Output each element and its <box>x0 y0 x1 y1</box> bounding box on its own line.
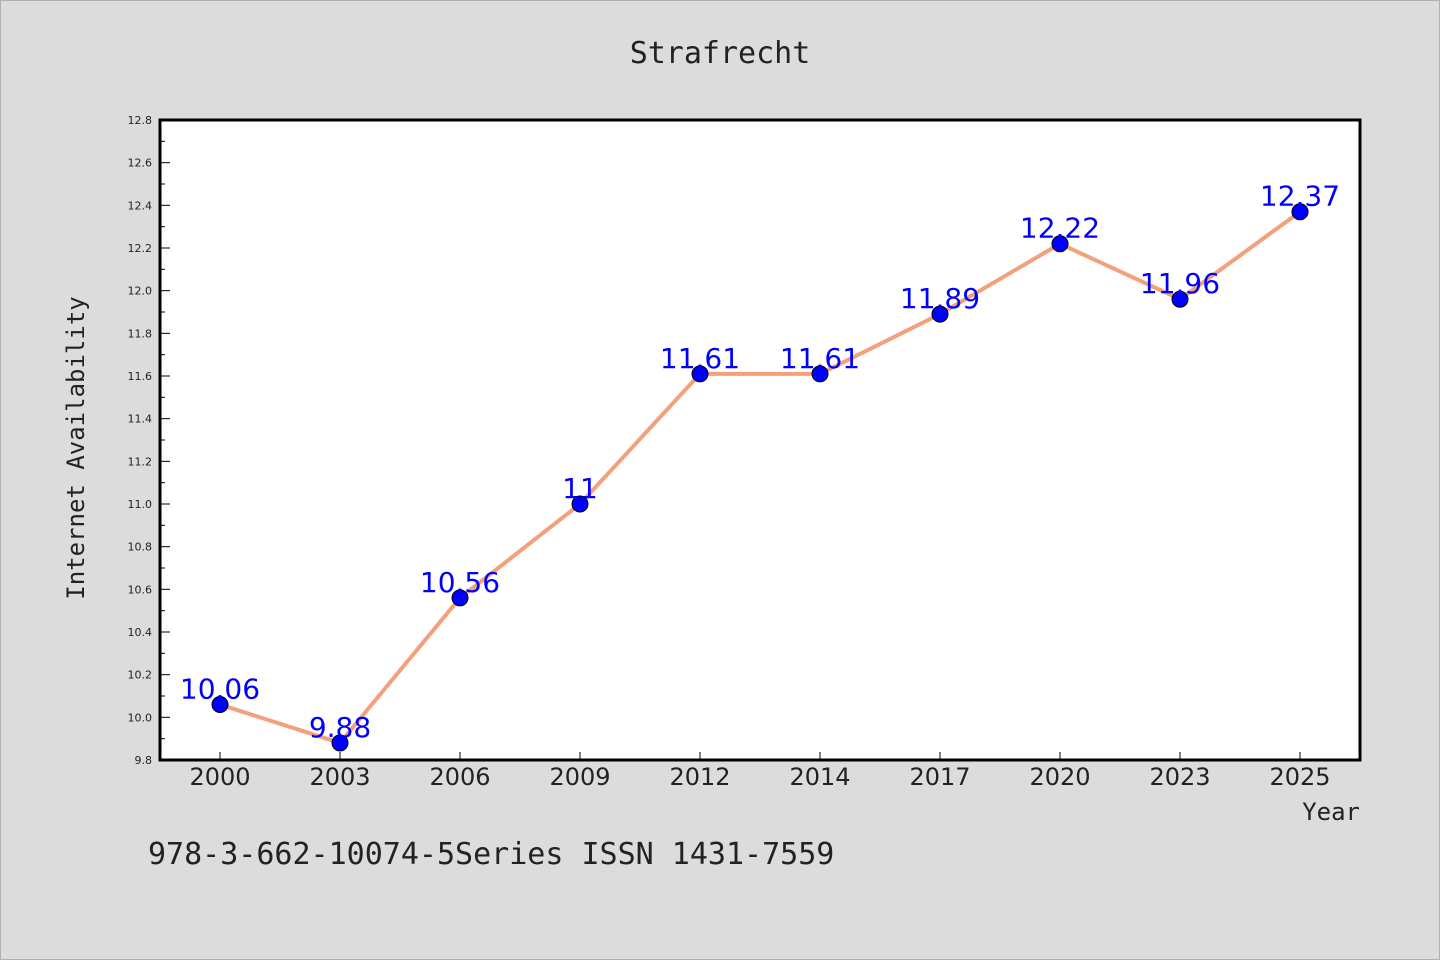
y-tick-label: 11.8 <box>128 327 153 340</box>
x-tick-label: 2012 <box>669 763 730 791</box>
data-point <box>1171 290 1189 308</box>
y-tick-label: 10.6 <box>128 583 153 596</box>
x-tick-label: 2017 <box>909 763 970 791</box>
chart-title: Strafrecht <box>630 36 811 71</box>
y-tick-label: 11.2 <box>128 455 153 468</box>
data-point <box>331 734 349 752</box>
x-tick-label: 2023 <box>1149 763 1210 791</box>
data-point <box>571 495 589 513</box>
series-line <box>219 210 1302 745</box>
x-tick-label: 2003 <box>309 763 370 791</box>
data-point <box>451 589 469 607</box>
data-point <box>1291 203 1309 221</box>
y-axis: 9.8 10.0 10.2 10.4 10.6 10.8 11.0 11.2 11.4 11.6 1… <box>128 114 170 767</box>
y-tick-label: 12.4 <box>128 199 153 212</box>
x-tick-label: 2020 <box>1029 763 1090 791</box>
data-label: 12.22 <box>1020 212 1100 245</box>
data-point <box>211 696 229 714</box>
y-tick-label: 11.6 <box>128 370 153 383</box>
data-label: 11.96 <box>1140 267 1220 300</box>
y-tick-label: 12.0 <box>128 285 153 298</box>
data-label: 10.06 <box>180 673 260 706</box>
y-tick-label: 10.8 <box>128 541 153 554</box>
series: 10.06 9.88 10.56 11 11.61 11.61 11.89 12.22 11.9… <box>180 180 1340 752</box>
y-tick-label: 10.0 <box>128 711 153 724</box>
data-label: 10.56 <box>420 566 500 599</box>
data-label: 11.89 <box>900 282 980 315</box>
y-tick-label: 11.4 <box>128 413 153 426</box>
x-axis: 2000 2003 2006 2009 2012 2014 2017 2020 2023 2025 <box>189 752 1331 791</box>
data-point <box>811 365 829 383</box>
data-label: 12.37 <box>1260 180 1340 213</box>
y-tick-label: 10.2 <box>128 669 153 682</box>
y-tick-label: 12.6 <box>128 157 153 170</box>
data-label: 11.61 <box>780 342 860 375</box>
y-tick-label: 11.0 <box>128 498 153 511</box>
y-tick-label: 12.2 <box>128 242 153 255</box>
data-label: 11.61 <box>660 342 740 375</box>
x-tick-label: 2014 <box>789 763 850 791</box>
plot-area <box>160 120 1360 760</box>
x-tick-label: 2006 <box>429 763 490 791</box>
x-tick-label: 2009 <box>549 763 610 791</box>
data-label: 9.88 <box>309 711 371 744</box>
data-point <box>1051 235 1069 253</box>
x-tick-label: 2000 <box>189 763 250 791</box>
data-label: 11 <box>562 472 598 505</box>
y-axis-label: Internet Availability <box>62 296 90 599</box>
y-tick-label: 9.8 <box>135 754 153 767</box>
y-tick-label: 10.4 <box>128 626 153 639</box>
x-axis-label: Year <box>1302 798 1360 826</box>
x-tick-label: 2025 <box>1269 763 1330 791</box>
data-point <box>931 305 949 323</box>
y-tick-label: 12.8 <box>128 114 153 127</box>
footer-text: 978-3-662-10074-5Series ISSN 1431-7559 <box>148 837 834 872</box>
data-point <box>691 365 709 383</box>
plot-border <box>158 118 1362 762</box>
